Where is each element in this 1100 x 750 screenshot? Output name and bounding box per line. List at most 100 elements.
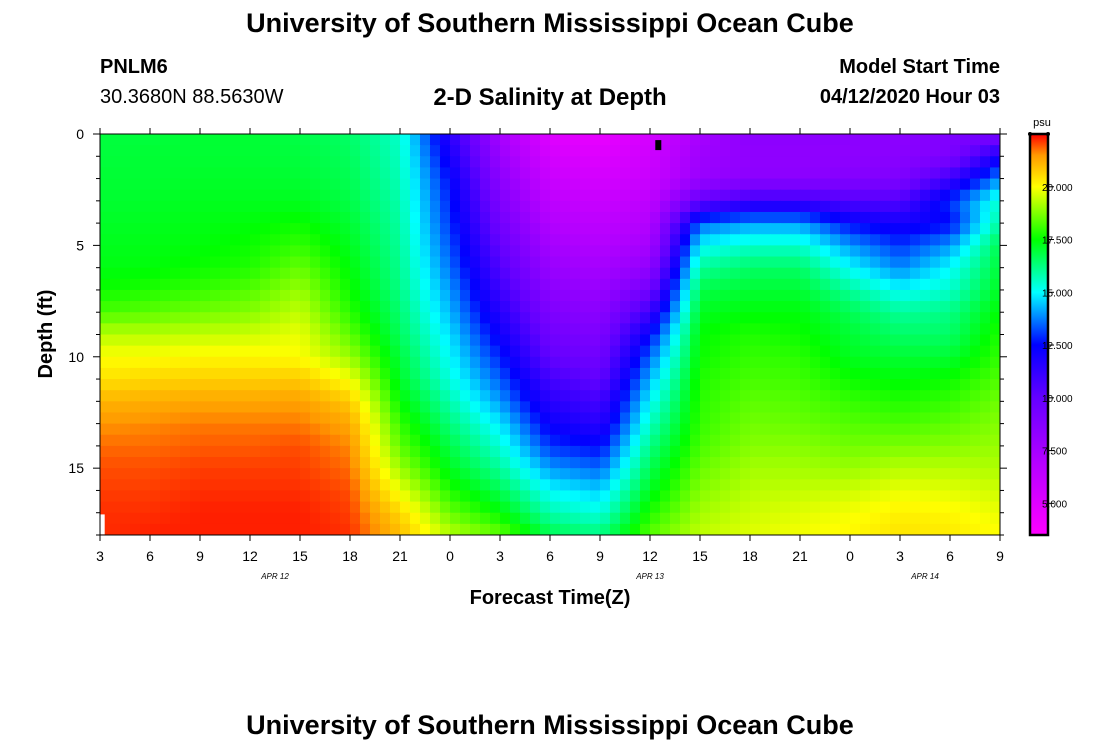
heatmap-cell	[390, 289, 401, 302]
heatmap-cell	[870, 156, 881, 169]
heatmap-cell	[760, 156, 771, 169]
heatmap-cell	[460, 167, 471, 180]
heatmap-cell	[630, 334, 641, 347]
heatmap-cell	[610, 479, 621, 492]
heatmap-cell	[460, 468, 471, 480]
heatmap-cell	[460, 379, 471, 391]
heatmap-cell	[880, 490, 891, 503]
heatmap-cell	[660, 490, 671, 503]
heatmap-cell	[540, 434, 551, 447]
heatmap-cell	[560, 523, 571, 535]
heatmap-cell	[300, 512, 311, 525]
heatmap-cell	[100, 434, 111, 447]
heatmap-cell	[140, 445, 151, 458]
heatmap-cell	[160, 278, 171, 291]
heatmap-cell	[640, 200, 651, 213]
heatmap-cell	[610, 178, 621, 191]
heatmap-cell	[960, 512, 971, 525]
heatmap-cell	[920, 445, 931, 458]
heatmap-cell	[450, 379, 461, 391]
heatmap-cell	[810, 457, 821, 469]
heatmap-cell	[490, 479, 501, 492]
heatmap-cell	[690, 200, 701, 213]
heatmap-cell	[800, 156, 811, 169]
heatmap-cell	[810, 479, 821, 492]
heatmap-cell	[170, 223, 181, 235]
heatmap-cell	[180, 334, 191, 347]
heatmap-cell	[480, 278, 491, 291]
heatmap-cell	[210, 501, 221, 514]
heatmap-cell	[870, 512, 881, 525]
heatmap-cell	[410, 289, 421, 302]
heatmap-cell	[400, 468, 411, 480]
heatmap-cell	[310, 390, 321, 402]
heatmap-cell	[950, 423, 961, 436]
heatmap-cell	[910, 323, 921, 336]
heatmap-cell	[450, 189, 461, 202]
heatmap-cell	[340, 479, 351, 492]
heatmap-cell	[170, 468, 181, 480]
heatmap-cell	[630, 301, 641, 313]
heatmap-cell	[610, 356, 621, 369]
heatmap-cell	[330, 356, 341, 369]
heatmap-cell	[810, 379, 821, 391]
footer-title: University of Southern Mississippi Ocean…	[246, 710, 854, 740]
heatmap-cell	[400, 178, 411, 191]
heatmap-cell	[620, 401, 631, 414]
heatmap-cell	[540, 234, 551, 246]
heatmap-cell	[710, 434, 721, 447]
heatmap-cell	[480, 523, 491, 535]
heatmap-cell	[720, 479, 731, 492]
heatmap-cell	[490, 223, 501, 235]
heatmap-cell	[900, 512, 911, 525]
heatmap-cell	[290, 134, 301, 146]
heatmap-cell	[750, 401, 761, 414]
heatmap-cell	[380, 345, 391, 358]
heatmap-cell	[470, 379, 481, 391]
heatmap-cell	[840, 145, 851, 157]
heatmap-cell	[830, 134, 841, 146]
heatmap-cell	[540, 334, 551, 347]
heatmap-cell	[950, 468, 961, 480]
heatmap-cell	[980, 401, 991, 414]
heatmap-cell	[200, 401, 211, 414]
heatmap-cell	[520, 267, 531, 280]
heatmap-cell	[930, 434, 941, 447]
heatmap-cell	[510, 434, 521, 447]
heatmap-cell	[530, 156, 541, 169]
heatmap-cell	[710, 289, 721, 302]
heatmap-cell	[810, 167, 821, 180]
heatmap-cell	[350, 245, 361, 258]
heatmap-cell	[550, 256, 561, 269]
heatmap-cell	[490, 334, 501, 347]
heatmap-cell	[470, 134, 481, 146]
heatmap-cell	[160, 390, 171, 402]
heatmap-cell	[500, 423, 511, 436]
heatmap-cell	[880, 256, 891, 269]
heatmap-cell	[970, 423, 981, 436]
heatmap-cell	[480, 134, 491, 146]
heatmap-cell	[970, 178, 981, 191]
heatmap-cell	[790, 401, 801, 414]
heatmap-cell	[840, 468, 851, 480]
heatmap-cell	[810, 445, 821, 458]
heatmap-cell	[110, 156, 121, 169]
heatmap-cell	[750, 390, 761, 402]
heatmap-cell	[180, 423, 191, 436]
heatmap-cell	[210, 334, 221, 347]
heatmap-cell	[900, 523, 911, 535]
heatmap-cell	[250, 167, 261, 180]
heatmap-cell	[950, 200, 961, 213]
heatmap-cell	[360, 379, 371, 391]
heatmap-cell	[320, 401, 331, 414]
heatmap-cell	[680, 412, 691, 425]
heatmap-cell	[930, 301, 941, 313]
heatmap-cell	[150, 412, 161, 425]
heatmap-cell	[780, 445, 791, 458]
heatmap-cell	[670, 256, 681, 269]
heatmap-cell	[110, 145, 121, 157]
heatmap-cell	[210, 178, 221, 191]
heatmap-cell	[180, 312, 191, 324]
heatmap-cell	[210, 189, 221, 202]
heatmap-cell	[300, 490, 311, 503]
